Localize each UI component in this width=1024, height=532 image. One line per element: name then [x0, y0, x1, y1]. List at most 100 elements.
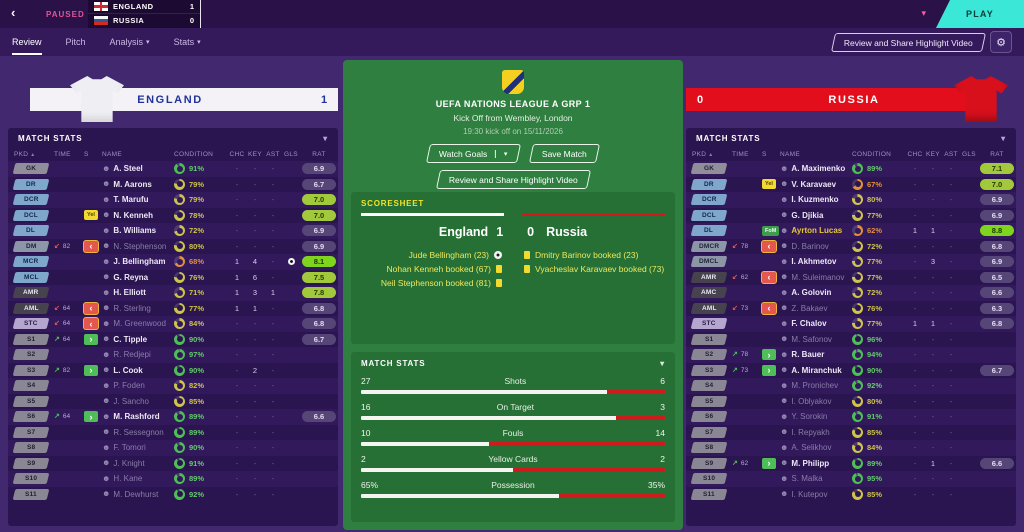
tab-pitch[interactable]: Pitch [65, 37, 86, 47]
player-row[interactable]: STC ☻ F. Chalov 77% 1 1 - 6.8 [686, 316, 1016, 332]
column-header-rat[interactable]: RAT [312, 151, 326, 158]
key-passes-value: 3 [930, 257, 936, 267]
player-row[interactable]: S1 ☻ M. Safonov 96% - - - [686, 331, 1016, 347]
player-row[interactable]: S9 ↗ 62 › ☻ M. Philipp 89% - 1 - 6.6 [686, 455, 1016, 471]
column-header-name[interactable]: NAME [780, 151, 800, 158]
player-row[interactable]: S11 ☻ I. Kutepov 85% - - - [686, 486, 1016, 502]
player-row[interactable]: DR ☻ M. Aarons 79% - - - 6.7 [8, 176, 338, 192]
player-row[interactable]: S2 ↗ 78 › ☻ R. Bauer 94% - - - [686, 347, 1016, 363]
column-header-name[interactable]: NAME [102, 151, 122, 158]
tab-review[interactable]: Review [12, 37, 42, 55]
player-row[interactable]: S3 ↗ 82 › ☻ L. Cook 90% - 2 - [8, 362, 338, 378]
position-badge: S7 [12, 426, 50, 438]
table-column-headers: PKD ▲ TIME S NAME CONDITION CHC KEY AST GLS RAT [8, 148, 338, 161]
player-row[interactable]: S6 ↗ 64 › ☻ M. Rashford 89% - - - 6.6 [8, 409, 338, 425]
condition-ring [852, 271, 863, 283]
player-row[interactable]: S7 ☻ I. Repyakh 85% - - - [686, 424, 1016, 440]
column-header-pkd[interactable]: PKD ▲ [692, 151, 714, 158]
chevron-down-icon[interactable]: ▾ [495, 149, 508, 158]
player-row[interactable]: DR Yel ☻ V. Karavaev 67% - - - 7.0 [686, 176, 1016, 192]
chances-created-value: - [235, 210, 239, 220]
player-row[interactable]: S7 ☻ R. Sessegnon 89% - - - [8, 424, 338, 440]
column-header-chc[interactable]: CHC [229, 151, 245, 158]
position-badge: DR [690, 178, 728, 190]
player-row[interactable]: DCR ☻ T. Marufu 79% - - - 7.0 [8, 192, 338, 208]
player-row[interactable]: MCR ☻ J. Bellingham 68% 1 4 - 8.1 [8, 254, 338, 270]
chevron-down-icon[interactable]: ▾ [1001, 133, 1006, 143]
column-header-s[interactable]: S [84, 151, 89, 158]
tab-stats[interactable]: Stats ▾ [174, 37, 201, 47]
play-button[interactable]: PLAY [936, 0, 1024, 28]
player-row[interactable]: S5 ☻ J. Sancho 85% - - - [8, 393, 338, 409]
watch-goals-button[interactable]: Watch Goals ▾ [426, 144, 522, 163]
save-match-button[interactable]: Save Match [528, 144, 600, 163]
player-row[interactable]: S10 ☻ S. Malka 95% - - - [686, 471, 1016, 487]
player-row[interactable]: S5 ☻ I. Oblyakov 80% - - - [686, 393, 1016, 409]
player-name: R. Redjepi [113, 350, 151, 360]
highlight-video-button-center[interactable]: Review and Share Highlight Video [435, 170, 591, 189]
condition-percent: 72% [867, 288, 883, 298]
column-header-key[interactable]: KEY [248, 151, 262, 158]
player-row[interactable]: DMCR ↙ 78 ‹ ☻ D. Barinov 72% - - - 6.8 [686, 238, 1016, 254]
player-row[interactable]: DCR ☻ I. Kuzmenko 80% - - - 6.9 [686, 192, 1016, 208]
back-icon[interactable]: ‹ [11, 5, 16, 20]
chevron-down-icon[interactable]: ▾ [921, 8, 926, 18]
column-header-time[interactable]: TIME [54, 151, 71, 158]
column-header-ast[interactable]: AST [944, 151, 958, 158]
position-badge: S11 [690, 488, 728, 500]
player-row[interactable]: S6 ☻ Y. Sorokin 91% - - - [686, 409, 1016, 425]
condition-percent: 90% [867, 365, 883, 375]
chevron-down-icon[interactable]: ▾ [323, 133, 328, 143]
column-header-gls[interactable]: GLS [284, 151, 298, 158]
column-header-s[interactable]: S [762, 151, 767, 158]
player-row[interactable]: S8 ☻ A. Selikhov 84% - - - [686, 440, 1016, 456]
column-header-condition[interactable]: CONDITION [852, 151, 892, 158]
column-header-pkd[interactable]: PKD ▲ [14, 151, 36, 158]
player-row[interactable]: AML ↙ 64 ‹ ☻ R. Sterling 77% 1 1 - 6.8 [8, 300, 338, 316]
player-row[interactable]: AML ↙ 73 ‹ ☻ Z. Bakaev 76% - - - 6.3 [686, 300, 1016, 316]
chevron-down-icon[interactable]: ▾ [660, 359, 665, 368]
player-row[interactable]: AMR ↙ 62 ‹ ☻ M. Suleimanov 77% - - - 6.5 [686, 269, 1016, 285]
scoreboard[interactable]: ENGLAND 1 RUSSIA 0 [88, 0, 201, 28]
player-row[interactable]: AMC ☻ A. Golovin 72% - - - 6.6 [686, 285, 1016, 301]
player-row[interactable]: MCL ☻ G. Reyna 76% 1 6 - 7.5 [8, 269, 338, 285]
player-row[interactable]: S3 ↗ 73 › ☻ A. Miranchuk 90% - - - 6.7 [686, 362, 1016, 378]
player-row[interactable]: DL FoM ☻ Ayrton Lucas 62% 1 1 - 8.8 [686, 223, 1016, 239]
player-row[interactable]: STC ↙ 64 ‹ ☻ M. Greenwood 84% - - - 6.8 [8, 316, 338, 332]
player-row[interactable]: DM ↙ 82 ‹ ☻ N. Stephenson 80% - - - 6.9 [8, 238, 338, 254]
player-row[interactable]: S4 ☻ P. Foden 82% - - - [8, 378, 338, 394]
player-row[interactable]: DMCL ☻ I. Akhmetov 77% - 3 - 6.9 [686, 254, 1016, 270]
player-row[interactable]: AMR ☻ H. Elliott 71% 1 3 1 7.8 [8, 285, 338, 301]
column-header-rat[interactable]: RAT [990, 151, 1004, 158]
player-face-icon: ☻ [102, 303, 111, 313]
tab-analysis[interactable]: Analysis ▾ [110, 37, 150, 47]
player-row[interactable]: DL ☻ B. Williams 72% - - - 6.9 [8, 223, 338, 239]
player-row[interactable]: DCL ☻ G. Djikia 77% - - - 6.9 [686, 207, 1016, 223]
player-row[interactable]: S11 ☻ M. Dewhurst 92% - - - [8, 486, 338, 502]
highlight-video-button[interactable]: Review and Share Highlight Video [831, 33, 987, 52]
player-row[interactable]: GK ☻ A. Maximenko 89% - - - 7.1 [686, 161, 1016, 177]
player-row[interactable]: GK ☻ A. Steel 91% - - - 6.9 [8, 161, 338, 177]
condition-percent: 76% [867, 303, 883, 313]
player-face-icon: ☻ [102, 164, 111, 173]
player-row[interactable]: S4 ☻ M. Pronichev 92% - - - [686, 378, 1016, 394]
assists-value: - [949, 365, 953, 375]
column-header-condition[interactable]: CONDITION [174, 151, 214, 158]
player-row[interactable]: S10 ☻ H. Kane 89% - - - [8, 471, 338, 487]
column-header-chc[interactable]: CHC [907, 151, 923, 158]
column-header-ast[interactable]: AST [266, 151, 280, 158]
gear-icon[interactable]: ⚙ [990, 31, 1012, 53]
player-row[interactable]: S8 ☻ F. Tomori 90% - - - [8, 440, 338, 456]
player-row[interactable]: S1 ↗ 64 › ☻ C. Tipple 90% - - - 6.7 [8, 331, 338, 347]
competition-name: UEFA NATIONS LEAGUE A GRP 1 [435, 99, 591, 109]
column-header-gls[interactable]: GLS [962, 151, 976, 158]
column-header-key[interactable]: KEY [926, 151, 940, 158]
condition-percent: 89% [189, 427, 205, 437]
player-row[interactable]: DCL Yel ☻ N. Kenneh 78% - - - 7.0 [8, 207, 338, 223]
player-row[interactable]: S9 ☻ J. Knight 91% - - - [8, 455, 338, 471]
assists-value: - [271, 303, 275, 313]
column-header-time[interactable]: TIME [732, 151, 749, 158]
chances-created-value: 1 [234, 272, 240, 282]
chances-created-value: - [913, 458, 917, 468]
player-row[interactable]: S2 ☻ R. Redjepi 97% - - - [8, 347, 338, 363]
